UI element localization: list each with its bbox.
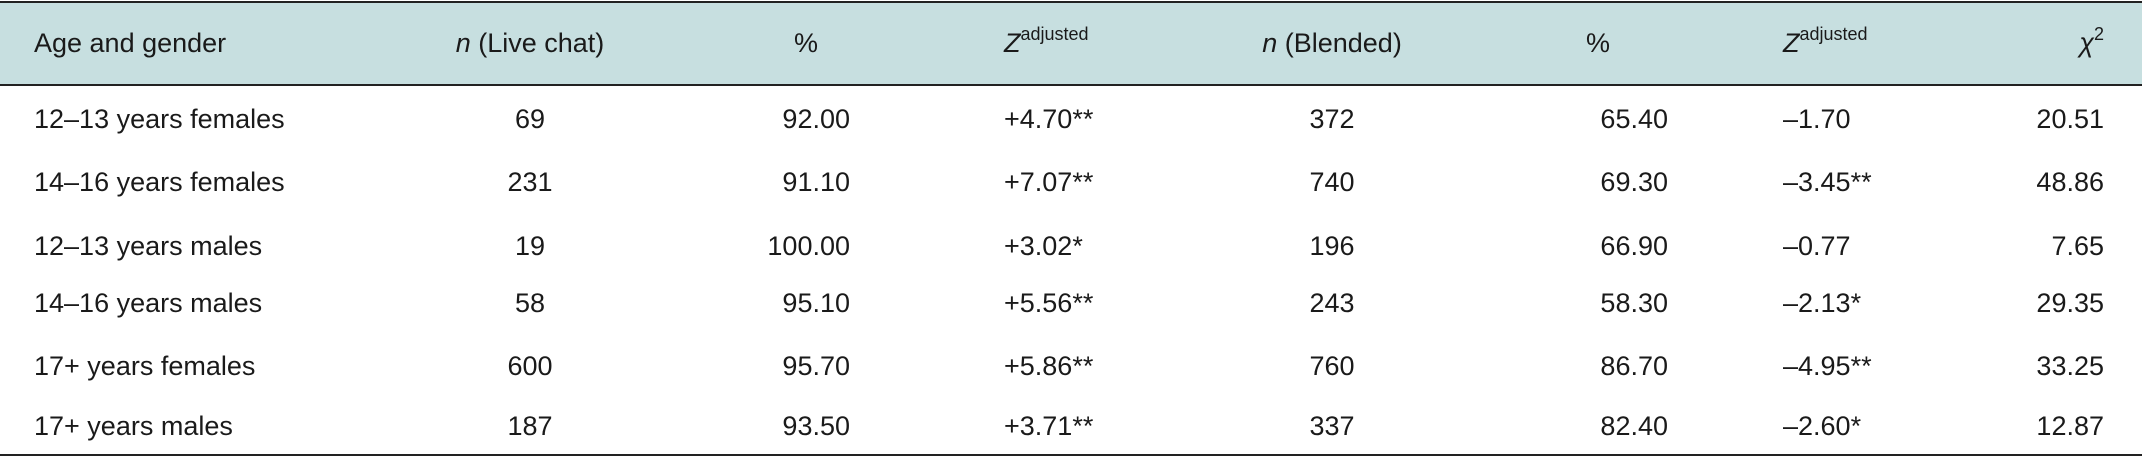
table-cell: +4.70** bbox=[1004, 104, 1094, 134]
table-cell: 65.40 bbox=[1600, 104, 1668, 134]
header-italic: Z bbox=[1004, 28, 1021, 58]
header-italic: n bbox=[455, 28, 471, 58]
table-cell: 69.30 bbox=[1600, 167, 1668, 197]
table-cell: 100.00 bbox=[767, 231, 850, 261]
table-cell: –2.13* bbox=[1783, 288, 1862, 318]
table-cell: 20.51 bbox=[2036, 104, 2104, 134]
table-cell: 243 bbox=[1309, 288, 1355, 318]
table-cell: 17+ years females bbox=[34, 351, 256, 381]
table-cell: –0.77 bbox=[1783, 231, 1851, 261]
table-cell: 231 bbox=[507, 167, 553, 197]
table-cell: 12–13 years males bbox=[34, 231, 263, 261]
table-cell: 93.50 bbox=[782, 411, 850, 441]
table-cell: 12–13 years females bbox=[34, 104, 285, 134]
table-cell: 337 bbox=[1309, 411, 1355, 441]
header-background bbox=[0, 3, 2142, 85]
table-cell: 760 bbox=[1309, 351, 1355, 381]
header-superscript: 2 bbox=[2093, 24, 2104, 44]
header-superscript: adjusted bbox=[1020, 24, 1089, 44]
header-cell: Zadjusted bbox=[1004, 24, 1089, 60]
table-cell: 7.65 bbox=[2051, 231, 2104, 261]
table-cell: –4.95** bbox=[1783, 351, 1872, 381]
header-superscript: adjusted bbox=[1799, 24, 1868, 44]
table-cell: +5.86** bbox=[1004, 351, 1094, 381]
table-cell: –2.60* bbox=[1783, 411, 1862, 441]
table-cell: 82.40 bbox=[1600, 411, 1668, 441]
table-cell: +3.71** bbox=[1004, 411, 1094, 441]
header-cell: n (Blended) bbox=[1262, 26, 1402, 60]
top-rule bbox=[0, 1, 2142, 3]
table-cell: 187 bbox=[507, 411, 553, 441]
header-italic: n bbox=[1262, 28, 1278, 58]
table-cell: 19 bbox=[514, 231, 546, 261]
table-cell: 58.30 bbox=[1600, 288, 1668, 318]
table-cell: 372 bbox=[1309, 104, 1355, 134]
table-cell: –1.70 bbox=[1783, 104, 1851, 134]
header-cell: χ2 bbox=[2079, 24, 2104, 60]
table-cell: 48.86 bbox=[2036, 167, 2104, 197]
table-cell: 14–16 years females bbox=[34, 167, 285, 197]
header-text: Age and gender bbox=[34, 28, 227, 58]
table-cell: 740 bbox=[1309, 167, 1355, 197]
table-cell: +3.02* bbox=[1004, 231, 1083, 261]
header-text: % bbox=[1585, 28, 1611, 58]
header-italic: χ bbox=[2079, 28, 2094, 58]
table-cell: 86.70 bbox=[1600, 351, 1668, 381]
table-cell: 17+ years males bbox=[34, 411, 233, 441]
table-cell: +7.07** bbox=[1004, 167, 1094, 197]
table-cell: 600 bbox=[507, 351, 553, 381]
table-cell: 95.70 bbox=[782, 351, 850, 381]
bottom-rule bbox=[0, 454, 2142, 456]
table-cell: 33.25 bbox=[2036, 351, 2104, 381]
table-cell: 92.00 bbox=[782, 104, 850, 134]
table-cell: 69 bbox=[514, 104, 546, 134]
header-cell: n (Live chat) bbox=[456, 26, 605, 60]
header-cell: Zadjusted bbox=[1783, 24, 1868, 60]
header-text: (Live chat) bbox=[478, 28, 605, 58]
header-text: (Blended) bbox=[1284, 28, 1402, 58]
table-cell: 58 bbox=[514, 288, 546, 318]
table-cell: 14–16 years males bbox=[34, 288, 263, 318]
table-cell: 66.90 bbox=[1600, 231, 1668, 261]
header-cell: Age and gender bbox=[34, 26, 226, 60]
header-text: % bbox=[793, 28, 819, 58]
header-rule bbox=[0, 84, 2142, 86]
table-cell: –3.45** bbox=[1783, 167, 1872, 197]
table-cell: 196 bbox=[1309, 231, 1355, 261]
header-cell: % bbox=[794, 26, 818, 60]
table-cell: 95.10 bbox=[782, 288, 850, 318]
table-cell: 12.87 bbox=[2036, 411, 2104, 441]
header-italic: Z bbox=[1783, 28, 1800, 58]
table-cell: 91.10 bbox=[782, 167, 850, 197]
table-cell: +5.56** bbox=[1004, 288, 1094, 318]
table-cell: 29.35 bbox=[2036, 288, 2104, 318]
header-cell: % bbox=[1586, 26, 1610, 60]
